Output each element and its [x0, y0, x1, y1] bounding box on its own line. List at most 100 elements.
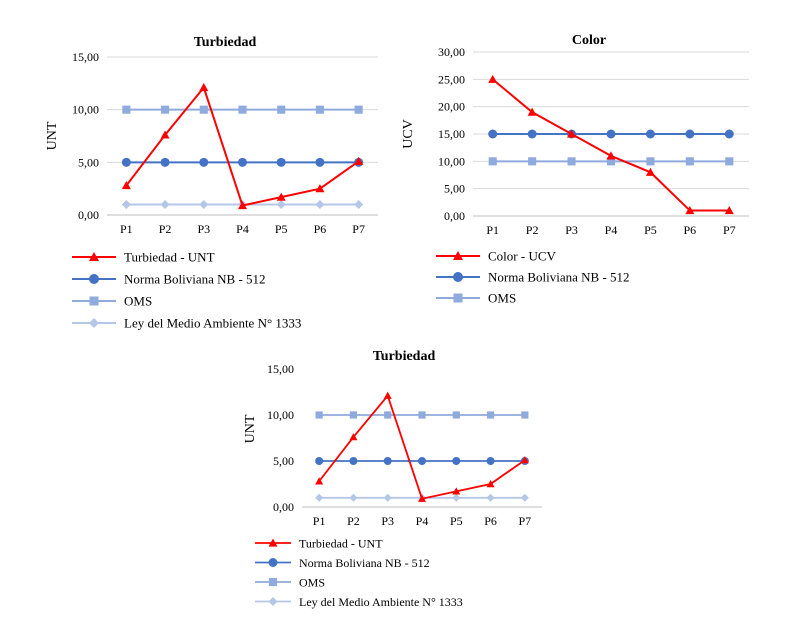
data-point [645, 167, 655, 176]
data-point [238, 105, 247, 114]
y-tick-label: 0,00 [78, 208, 99, 222]
x-tick-label: P4 [236, 222, 249, 236]
data-point [349, 411, 358, 419]
chart-2: Color UCV 0,00 5,00 10,00 15,00 20,00 25,00 30,0… [401, 33, 749, 306]
data-point [521, 411, 529, 419]
series-3 [122, 105, 363, 114]
y-tick-label: 5,00 [78, 155, 99, 169]
chart-title: Turbiedad [373, 349, 436, 364]
legend-label: Norma Boliviana NB - 512 [124, 272, 266, 287]
x-tick-label: P2 [347, 514, 360, 528]
legend-swatch-marker [268, 577, 278, 587]
y-tick-label: 25,00 [438, 72, 465, 86]
legend-label: Norma Boliviana NB - 512 [299, 556, 430, 570]
data-point [488, 74, 498, 83]
data-point [452, 493, 461, 502]
x-tick-label: P7 [723, 223, 736, 237]
data-point [349, 433, 358, 441]
data-point [315, 157, 325, 167]
data-point [488, 157, 497, 166]
y-tick-label: 15,00 [267, 362, 294, 376]
data-point [606, 157, 616, 166]
data-point [276, 192, 286, 201]
series-1 [121, 83, 364, 210]
legend-label: OMS [488, 291, 516, 306]
series-3 [315, 411, 529, 419]
data-point [276, 157, 286, 167]
y-axis-label: UNT [45, 121, 60, 150]
data-point [383, 457, 392, 465]
series-2 [315, 457, 529, 465]
legend-swatch-marker [89, 274, 99, 284]
series-line [492, 78, 730, 212]
data-point [315, 493, 324, 502]
data-point [160, 157, 170, 167]
data-point [199, 105, 208, 114]
y-axis-label: UNT [243, 414, 258, 443]
data-point [606, 129, 616, 139]
x-tick-label: P4 [416, 514, 429, 528]
y-tick-label: 10,00 [72, 103, 99, 117]
x-tick-label: P7 [352, 222, 365, 236]
legend-swatch-marker [89, 252, 99, 261]
data-point [488, 129, 498, 139]
legend-swatch-marker [89, 318, 99, 328]
data-point [724, 206, 734, 215]
y-tick-label: 20,00 [438, 100, 465, 114]
legend: Turbiedad - UNT Norma Boliviana NB - 512 O… [72, 250, 301, 331]
series-1 [315, 391, 529, 502]
y-axis-label: UCV [401, 119, 416, 149]
legend-label: Color - UCV [488, 249, 557, 264]
x-tick-label: P1 [313, 514, 326, 528]
data-point [486, 480, 495, 488]
series-2 [488, 129, 734, 139]
data-point [527, 107, 537, 116]
data-point [384, 411, 392, 419]
legend-label: Turbiedad - UNT [124, 250, 215, 265]
data-point [315, 457, 324, 465]
x-tick-label: P5 [644, 223, 657, 237]
legend-label: OMS [299, 576, 325, 590]
y-tick-label: 5,00 [273, 454, 294, 468]
data-point [418, 411, 426, 419]
legend-label: Ley del Medio Ambiente N° 1333 [124, 316, 301, 331]
series-1 [488, 74, 734, 215]
legend-swatch-marker [453, 251, 463, 260]
data-point [418, 457, 426, 465]
legend-swatch-marker [268, 597, 278, 606]
series-3 [488, 157, 734, 166]
data-point [315, 411, 323, 419]
series-line [125, 85, 360, 207]
data-point [685, 157, 694, 166]
x-tick-label: P4 [605, 223, 618, 237]
y-tick-label: 15,00 [72, 50, 99, 64]
data-point [315, 199, 325, 209]
chart-title: Color [572, 33, 606, 48]
data-point [383, 391, 392, 399]
data-point [277, 105, 286, 114]
legend-swatch-marker [268, 558, 278, 567]
series-4 [315, 493, 529, 502]
legend-label: Norma Boliviana NB - 512 [488, 270, 630, 285]
data-point [160, 130, 170, 139]
data-point [452, 411, 460, 419]
x-tick-label: P2 [526, 223, 539, 237]
legend-label: OMS [124, 294, 152, 309]
data-point [527, 129, 537, 139]
data-point [486, 493, 495, 502]
legend: Turbiedad - UNT Norma Boliviana NB - 512 O… [255, 537, 463, 609]
data-point [315, 105, 324, 114]
data-point [354, 199, 364, 209]
chart-3: Turbiedad UNT 0,00 5,00 10,00 15,00 P1 P2 P3 P4 P5… [243, 349, 542, 609]
x-tick-label: P2 [159, 222, 172, 236]
data-point [354, 105, 363, 114]
y-tick-label: 0,00 [273, 500, 294, 514]
data-point [486, 411, 495, 419]
data-point [160, 199, 170, 209]
data-point [520, 493, 529, 502]
x-tick-label: P1 [120, 222, 133, 236]
x-tick-label: P5 [275, 222, 288, 236]
data-point [238, 157, 247, 167]
data-point [646, 157, 655, 166]
data-point [121, 199, 131, 209]
